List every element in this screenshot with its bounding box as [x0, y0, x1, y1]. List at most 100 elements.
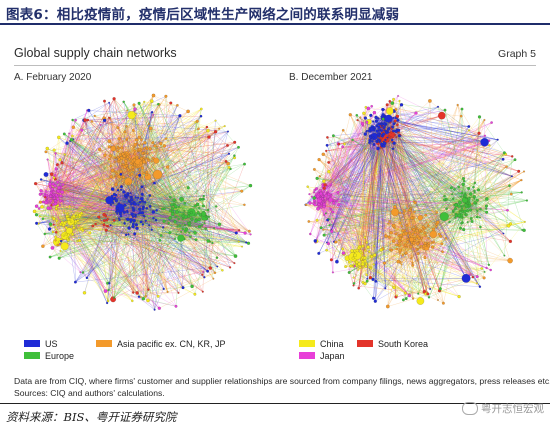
network-edge	[144, 138, 167, 149]
network-edge	[143, 142, 235, 154]
network-edge	[104, 118, 214, 279]
network-edge	[440, 188, 469, 289]
network-edge	[203, 168, 231, 213]
network-node	[176, 104, 179, 107]
network-edge	[56, 208, 176, 240]
network-edge	[115, 147, 122, 159]
network-edge	[130, 105, 178, 222]
network-node	[74, 280, 77, 284]
network-edge	[144, 128, 151, 143]
network-edge	[407, 241, 421, 248]
network-edge	[308, 221, 440, 235]
network-edge	[338, 239, 432, 243]
network-edge	[107, 219, 240, 231]
network-edge	[406, 139, 498, 226]
network-node	[145, 147, 149, 151]
network-edge	[133, 201, 208, 272]
network-edge	[142, 194, 151, 207]
network-edge	[53, 149, 78, 217]
network-edge	[325, 195, 400, 236]
network-node	[106, 299, 110, 303]
network-edge	[58, 195, 119, 219]
network-edge	[114, 161, 117, 174]
network-edge	[146, 174, 240, 231]
network-edge	[204, 223, 213, 244]
network-node	[141, 200, 143, 202]
network-edge	[143, 115, 181, 207]
network-edge	[61, 225, 180, 240]
network-edge	[400, 262, 410, 295]
network-edge	[112, 109, 136, 190]
network-edge	[40, 202, 171, 219]
network-edge	[45, 174, 164, 228]
network-edge	[92, 225, 107, 231]
network-edge	[146, 171, 216, 273]
network-edge	[114, 175, 140, 297]
network-node	[116, 206, 119, 210]
network-node	[126, 155, 130, 159]
network-edge	[148, 123, 230, 168]
network-edge	[144, 101, 178, 106]
network-node	[172, 198, 176, 202]
network-edge	[319, 196, 410, 296]
network-edge	[107, 203, 185, 302]
network-edge	[107, 178, 141, 227]
network-edge	[143, 128, 220, 158]
network-edge	[56, 229, 62, 240]
network-edge	[124, 186, 143, 206]
network-node	[35, 221, 39, 225]
network-edge	[60, 195, 150, 224]
network-edge	[144, 104, 159, 160]
network-edge	[323, 154, 438, 223]
network-edge	[378, 139, 447, 239]
network-edge	[120, 174, 150, 196]
network-edge	[40, 179, 57, 230]
network-edge	[50, 186, 203, 275]
network-node	[138, 147, 142, 151]
network-edge	[50, 183, 132, 201]
network-node	[234, 231, 238, 235]
network-edge	[52, 148, 114, 248]
network-edge	[53, 218, 109, 302]
network-edge	[107, 210, 185, 284]
network-edge	[133, 203, 150, 226]
network-edge	[206, 218, 249, 244]
network-edge	[46, 195, 160, 309]
network-edge	[66, 126, 127, 245]
network-edge	[133, 104, 135, 293]
network-node	[32, 209, 37, 214]
network-edge	[388, 118, 485, 143]
network-edge	[375, 278, 467, 282]
network-edge	[468, 198, 505, 256]
network-edge	[184, 212, 192, 240]
network-edge	[41, 179, 144, 208]
network-edge	[99, 149, 112, 177]
network-edge	[145, 128, 199, 163]
network-edge	[63, 212, 67, 228]
network-edge	[200, 168, 231, 215]
network-edge	[72, 103, 159, 121]
network-node	[122, 163, 125, 166]
network-node	[112, 97, 116, 101]
network-edge	[62, 116, 202, 185]
network-edge	[46, 122, 196, 200]
network-edge	[396, 231, 422, 250]
network-edge	[65, 120, 216, 235]
network-edge	[148, 123, 168, 168]
network-edge	[120, 174, 141, 210]
network-edge	[158, 103, 251, 235]
network-edge	[126, 105, 178, 140]
network-edge	[315, 201, 410, 296]
network-edge	[318, 159, 413, 235]
network-edge	[120, 155, 133, 301]
network-node	[143, 141, 147, 145]
network-edge	[82, 236, 191, 273]
network-edge	[118, 161, 124, 178]
network-edge	[56, 232, 168, 293]
network-edge	[107, 219, 193, 284]
network-edge	[331, 104, 402, 231]
network-edge	[134, 219, 157, 234]
network-edge	[55, 203, 106, 292]
network-edge	[123, 101, 151, 149]
network-node	[120, 185, 123, 189]
